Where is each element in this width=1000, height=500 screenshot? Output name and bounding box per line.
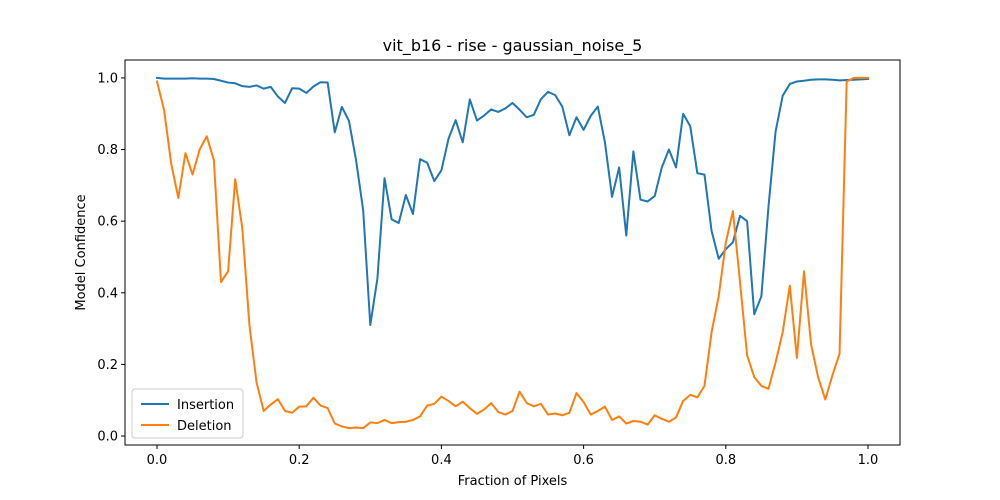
legend-label-insertion: Insertion [177,398,234,413]
series-line-deletion [155,76,869,430]
y-tick-label: 1.0 [97,71,118,86]
y-tick-label: 0.2 [97,358,118,373]
y-tick-label: 0.6 [97,215,118,230]
x-tick-label: 0.0 [147,453,168,468]
legend-label-deletion: Deletion [177,419,232,434]
y-axis-label: Model Confidence [74,194,89,310]
x-tick-label: 0.4 [431,453,452,468]
legend: Insertion Deletion [131,388,244,439]
x-axis-label: Fraction of Pixels [458,474,568,489]
series-layer [155,76,870,430]
y-tick-label: 0.4 [97,286,118,301]
x-tick-label: 0.8 [715,453,736,468]
chart-title: vit_b16 - rise - gaussian_noise_5 [383,36,643,56]
x-tick-label: 1.0 [858,453,879,468]
x-tick-label: 0.2 [289,453,310,468]
plot-area-frame [124,59,901,446]
x-tick-label: 0.6 [573,453,594,468]
x-axis: 0.0 0.2 0.4 0.6 0.8 1.0 [147,445,879,468]
y-axis: 0.0 0.2 0.4 0.6 0.8 1.0 [97,71,125,445]
y-tick-label: 0.8 [97,143,118,158]
series-line-insertion [155,76,870,327]
y-tick-label: 0.0 [97,430,118,445]
